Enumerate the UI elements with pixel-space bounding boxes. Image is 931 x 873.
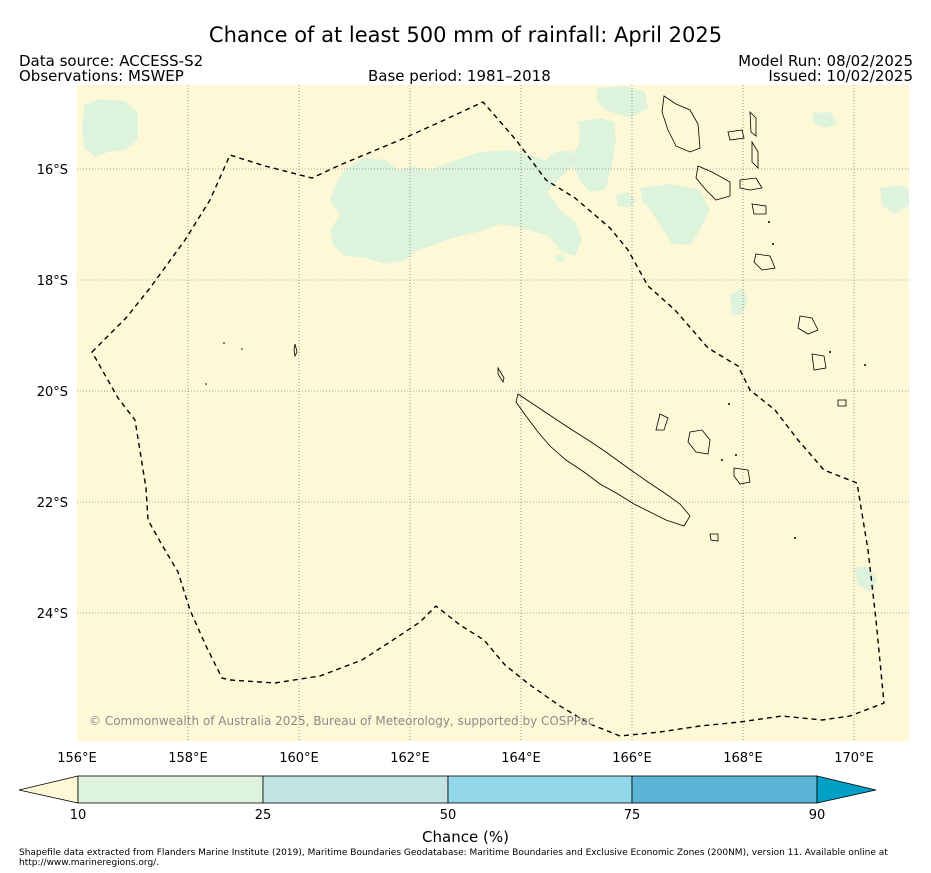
footer-attribution: Shapefile data extracted from Flanders M… [19,848,888,868]
latitude-labels: 16°S 18°S 20°S 22°S 24°S [37,163,68,622]
fiji-west-1 [797,315,819,335]
colorbar-tick-label: 25 [255,808,272,823]
model-run-text: Model Run: 08/02/2025 [738,52,913,70]
base-period-text: Base period: 1981–2018 [368,67,551,85]
colorbar-tick-label: 75 [624,808,641,823]
malekula [695,165,731,201]
colorbar-low-extend [18,775,79,804]
issued-date-text: Issued: 10/02/2025 [768,67,913,85]
colorbar [18,775,877,804]
lon-label: 164°E [501,751,541,766]
gridlines [77,85,909,741]
erromango [751,203,767,215]
patch-far-east [880,185,909,214]
patch-west [82,99,138,157]
patch-mid [640,184,710,245]
colorbar-label: Chance (%) [422,828,509,846]
ambae [727,129,745,141]
pentecost [749,110,757,137]
maewo [751,140,759,169]
colorbar-bin-75-90 [631,775,818,804]
coastlines [293,95,847,542]
patch-small-2 [730,288,748,316]
colorbar-high-extend [816,775,877,804]
colorbar-tick-label: 10 [70,808,87,823]
isle-of-pines [709,533,719,542]
eez-boundary [91,101,885,737]
efate [739,177,763,191]
lon-label: 162°E [390,751,430,766]
belep-islands [497,366,505,384]
lifou [687,429,711,455]
lat-label: 16°S [37,163,68,178]
patch-tiny [555,254,565,262]
lon-label: 160°E [279,751,319,766]
data-source-text: Data source: ACCESS-S2 [19,52,204,70]
map-title: Chance of at least 500 mm of rainfall: A… [208,23,723,47]
observations-text: Observations: MSWEP [19,67,184,85]
lat-label: 22°S [37,496,68,511]
colorbar-tick-label: 90 [809,808,826,823]
copyright-text: © Commonwealth of Australia 2025, Bureau… [89,714,595,728]
patch-ne [572,118,616,192]
espiritu-santo [661,95,701,153]
lat-label: 18°S [37,274,68,289]
colorbar-bin-50-75 [447,775,633,804]
colorbar-bin-10-25 [77,775,264,804]
fiji-west-2 [811,353,827,371]
tanna [753,253,776,271]
probability-patches [82,86,909,592]
lat-label: 20°S [37,385,68,400]
patch-north [596,86,648,118]
patch-small-1 [616,192,636,208]
new-caledonia [515,393,691,527]
chesterfield [293,343,298,358]
mare [733,467,751,485]
colorbar-ticks: 10 25 50 75 90 [70,808,826,823]
lon-label: 158°E [168,751,208,766]
colorbar-tick-label: 50 [440,808,457,823]
patch-east [812,112,838,128]
patch-central [330,150,582,264]
lat-label: 24°S [37,607,68,622]
ouvea [655,413,669,431]
lon-label: 166°E [612,751,652,766]
small-islets [205,221,866,539]
lon-label: 156°E [57,751,97,766]
small-east [837,399,847,407]
colorbar-bin-25-50 [262,775,449,804]
lon-label: 170°E [834,751,874,766]
longitude-labels: 156°E 158°E 160°E 162°E 164°E 166°E 168°E 170°E [57,751,874,766]
lon-label: 168°E [723,751,763,766]
